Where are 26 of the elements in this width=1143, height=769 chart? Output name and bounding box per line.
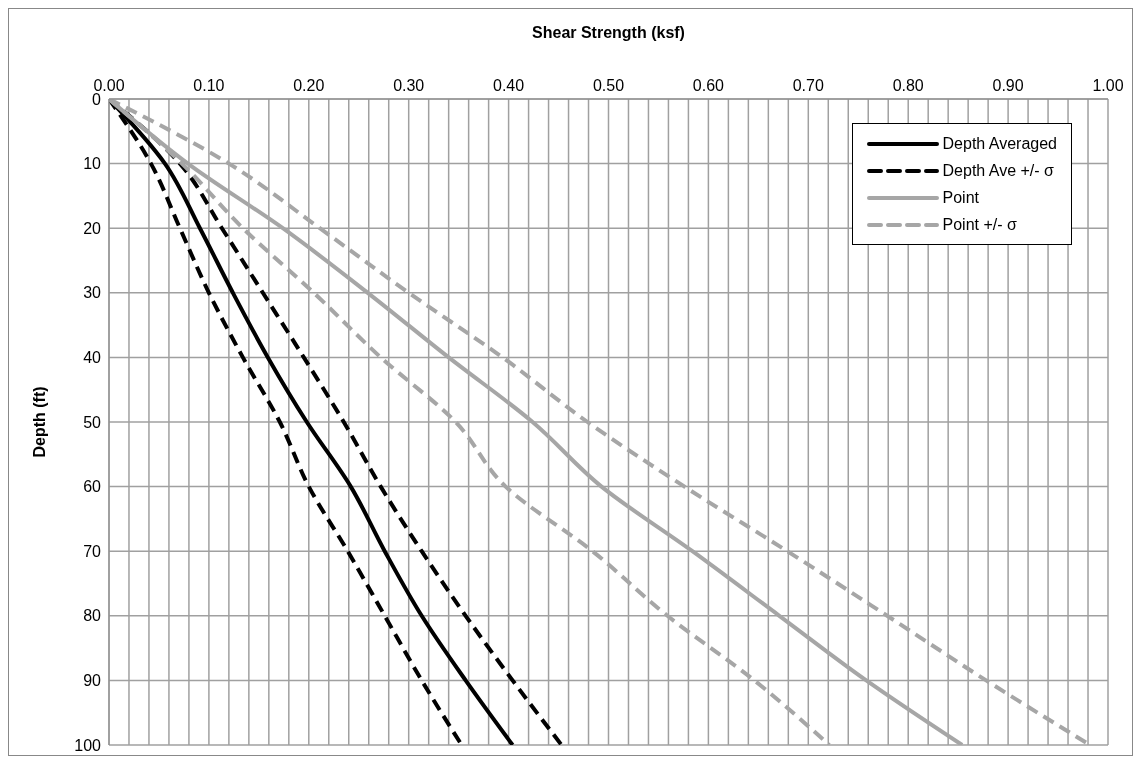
x-axis-title: Shear Strength (ksf) <box>532 24 685 42</box>
x-tick-label: 0.90 <box>992 77 1024 94</box>
legend-label: Point <box>942 188 979 207</box>
legend-label: Depth Averaged <box>942 134 1057 153</box>
x-tick-label: 0.80 <box>892 77 924 94</box>
x-tick-label: 0.30 <box>393 77 425 94</box>
y-tick-label: 20 <box>83 219 102 237</box>
x-tick-label: 0.40 <box>493 77 525 94</box>
x-tick-label: 0.60 <box>692 77 725 94</box>
y-tick-label: 10 <box>83 155 102 173</box>
y-tick-label: 80 <box>83 607 102 625</box>
x-tick-label: 0.50 <box>592 77 625 94</box>
x-tick-label: 0.70 <box>792 77 824 94</box>
legend-label: Point +/- σ <box>942 215 1017 234</box>
y-tick-label: 50 <box>83 413 102 431</box>
y-tick-label: 70 <box>83 542 102 560</box>
legend-label: Depth Ave +/- σ <box>942 161 1054 180</box>
x-tick-label: 1.00 <box>1092 77 1124 94</box>
y-tick-label: 60 <box>83 478 102 496</box>
y-tick-label: 30 <box>83 284 102 302</box>
x-tick-label: 0.20 <box>293 77 325 94</box>
y-tick-label: 100 <box>74 736 102 754</box>
y-tick-label: 90 <box>83 672 102 690</box>
x-tick-label: 0.10 <box>193 77 225 94</box>
y-tick-label: 40 <box>83 349 102 367</box>
y-axis-title: Depth (ft) <box>30 386 48 458</box>
